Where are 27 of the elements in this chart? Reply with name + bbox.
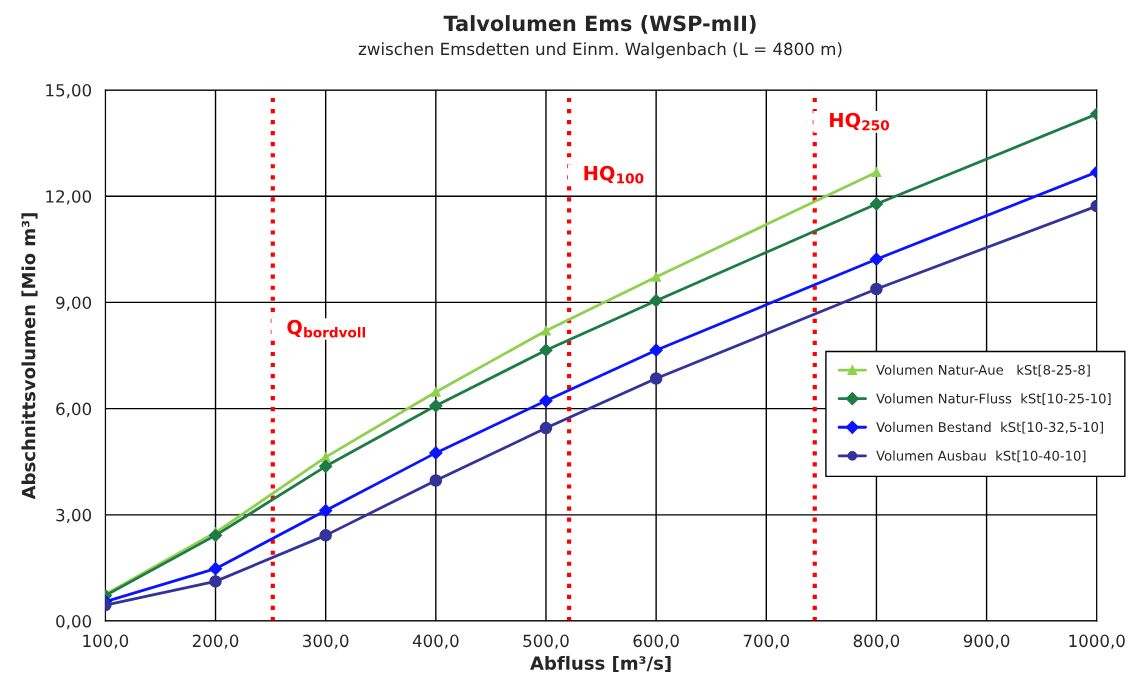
x-tick-label: 200,0 xyxy=(192,634,239,649)
x-tick-label: 600,0 xyxy=(633,634,679,649)
y-tick-label: 6,00 xyxy=(56,402,92,417)
x-tick-label: 1000,0 xyxy=(1069,634,1125,649)
ref-line-label: HQ$_{250}$ xyxy=(830,112,890,131)
x-tick-label: 500,0 xyxy=(523,634,569,649)
legend-label: Volumen Natur-Aue kSt[8-25-8] xyxy=(876,364,1090,377)
y-tick-label: 9,00 xyxy=(56,296,92,311)
x-tick-label: 300,0 xyxy=(303,634,349,649)
ref-line-label: Q$_{bordvoll}$ xyxy=(287,319,366,338)
y-tick-label: 12,00 xyxy=(46,190,92,205)
x-tick-label: 900,0 xyxy=(963,634,1010,649)
x-axis-title: Abfluss [m³/s] xyxy=(530,655,671,673)
x-tick-label: 400,0 xyxy=(412,634,459,649)
ref-line-label: HQ$_{100}$ xyxy=(584,165,644,184)
legend-label: Volumen Ausbau kSt[10-40-10] xyxy=(876,450,1086,463)
x-tick-label: 100,0 xyxy=(83,634,129,649)
x-tick-label: 800,0 xyxy=(853,634,900,649)
chart-title: Talvolumen Ems (WSP-mII) xyxy=(443,15,756,34)
y-tick-label: 0,00 xyxy=(56,615,92,630)
x-tick-label: 700,0 xyxy=(743,634,790,649)
legend-label: Volumen Bestand kSt[10-32,5-10] xyxy=(876,421,1103,434)
y-tick-label: 15,00 xyxy=(46,83,92,99)
chart-subtitle: zwischen Emsdetten und Einm. Walgenbach (L = 4800 m) xyxy=(358,42,842,59)
y-tick-label: 3,00 xyxy=(56,508,92,524)
legend-label: Volumen Natur-Fluss kSt[10-25-10] xyxy=(876,393,1111,406)
y-axis-title: Abschnittsvolumen [Mio m³] xyxy=(21,213,38,500)
